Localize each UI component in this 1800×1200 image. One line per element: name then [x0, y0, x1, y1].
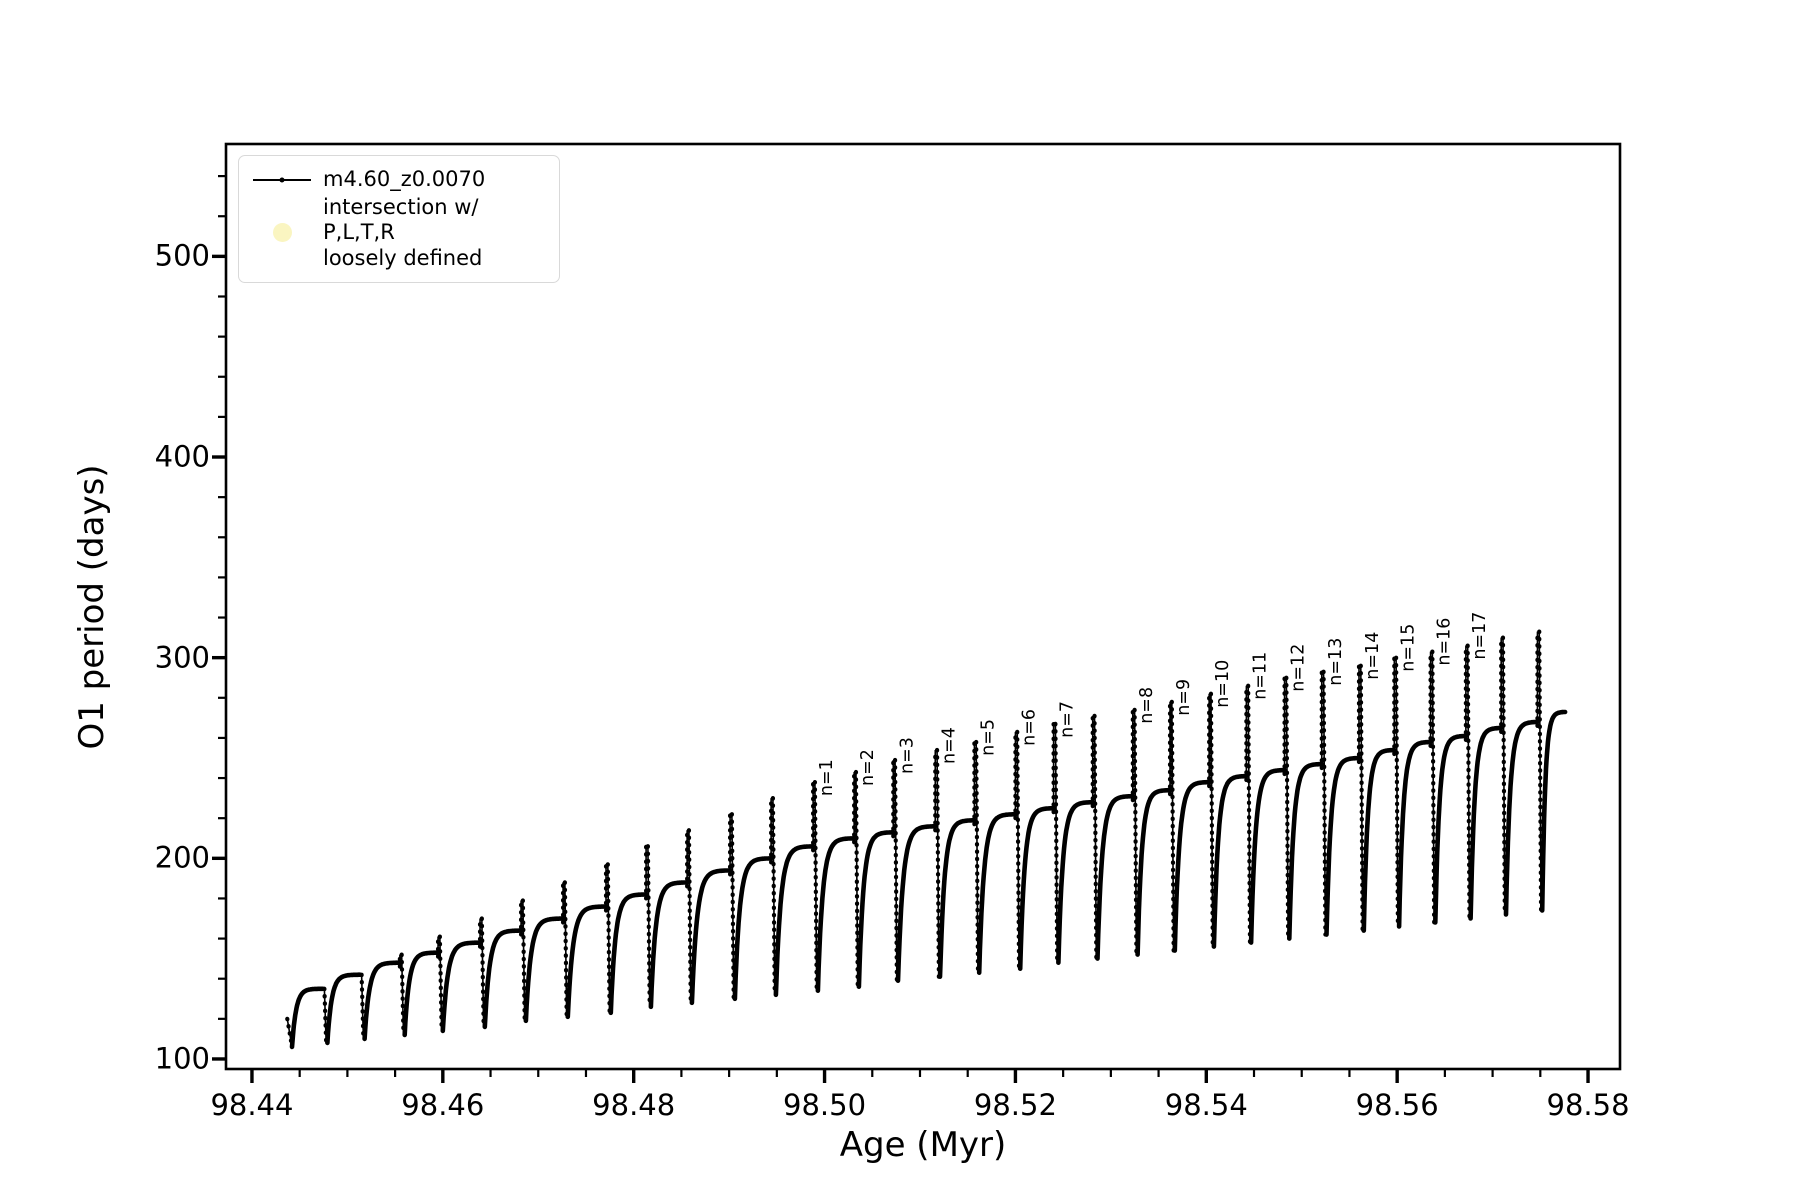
annotation-n-11: n=11: [1250, 652, 1270, 700]
y-tick-label: 200: [154, 840, 210, 875]
plunge-markers: [520, 898, 527, 1023]
plunge-line: [936, 749, 940, 977]
series-m4.60_z0.0070: [285, 629, 1568, 1050]
legend-entry-intersection: intersection w/ P,L,T,R loosely defined: [251, 195, 545, 271]
plunge-markers: [1015, 729, 1022, 971]
plunge-line: [772, 798, 776, 995]
axes-spines: [224, 142, 1622, 1071]
annotation-n-3: n=3: [897, 737, 917, 774]
plunge-markers: [892, 757, 899, 983]
plunge-markers: [934, 747, 941, 979]
annotation-n-12: n=12: [1289, 644, 1309, 692]
plunge-markers: [729, 812, 736, 1001]
plunge-markers: [1465, 643, 1472, 921]
x-tick-label: 98.44: [210, 1088, 294, 1122]
plunge-markers: [605, 862, 612, 1015]
plunge-markers: [1208, 691, 1215, 949]
plunge-markers: [645, 844, 652, 1009]
annotation-n-4: n=4: [939, 727, 959, 764]
annotation-n-9: n=9: [1174, 679, 1194, 716]
plunge-markers: [686, 828, 693, 1005]
plunge-markers: [1321, 669, 1328, 937]
annotation-n-13: n=13: [1326, 638, 1346, 686]
plunge-markers: [562, 880, 569, 1019]
plunge-line: [481, 918, 485, 1027]
plunge-markers: [974, 739, 981, 975]
axis-ticks: [212, 175, 1590, 1083]
annotation-n-2: n=2: [858, 749, 878, 786]
plunge-markers: [1132, 707, 1139, 957]
plunge-markers: [812, 779, 819, 993]
y-tick-label: 500: [154, 238, 210, 273]
y-tick-label: 100: [154, 1041, 210, 1076]
yellow-circle-marker-icon: [251, 223, 313, 243]
x-tick-label: 98.50: [783, 1088, 867, 1122]
annotation-n-8: n=8: [1137, 687, 1157, 724]
plunge-line: [1431, 651, 1435, 923]
y-tick-label: 400: [154, 439, 210, 474]
x-axis-label: Age (Myr): [839, 1125, 1007, 1165]
plunge-markers: [1430, 649, 1437, 925]
annotation-n-17: n=17: [1470, 612, 1490, 660]
plunge-markers: [1169, 699, 1176, 953]
x-tick-label: 98.46: [401, 1088, 485, 1122]
x-tick-label: 98.56: [1355, 1088, 1439, 1122]
y-axis-label: O1 period (days): [72, 463, 112, 750]
series-curve: [289, 709, 1568, 1050]
annotation-n-16: n=16: [1435, 618, 1455, 666]
legend-entry-series: m4.60_z0.0070: [251, 167, 545, 192]
annotation-n-15: n=15: [1398, 624, 1418, 672]
line-dot-marker-icon: [251, 177, 313, 183]
annotation-n-1: n=1: [817, 759, 837, 796]
plunge-markers: [1284, 675, 1291, 941]
annotation-n-5: n=5: [978, 719, 998, 756]
plunge-markers: [1358, 663, 1365, 933]
annotation-n-14: n=14: [1363, 632, 1383, 680]
legend: m4.60_z0.0070 intersection w/ P,L,T,R lo…: [238, 155, 560, 283]
x-tick-label: 98.48: [592, 1088, 676, 1122]
plunge-markers: [1053, 721, 1060, 965]
plunge-markers: [1500, 635, 1507, 917]
y-tick-label: 300: [154, 640, 210, 675]
annotation-n-10: n=10: [1213, 660, 1233, 708]
x-tick-label: 98.54: [1164, 1088, 1248, 1122]
plot-frame: [224, 142, 1622, 1071]
annotation-n-6: n=6: [1019, 709, 1039, 746]
plunge-markers: [1537, 629, 1544, 913]
n-annotations: n=1 n=2 n=3 n=4 n=5 n=6 n=7 n=8 n=9 n=10 n=11 n=12 n…: [817, 612, 1490, 797]
plunge-markers: [1246, 683, 1253, 945]
plunge-markers: [1393, 655, 1400, 929]
legend-label-intersection: intersection w/ P,L,T,R loosely defined: [323, 195, 483, 270]
x-tick-label: 98.58: [1546, 1088, 1630, 1122]
plunge-markers: [1092, 713, 1099, 961]
annotation-n-7: n=7: [1058, 701, 1078, 738]
x-tick-label: 98.52: [973, 1088, 1057, 1122]
legend-label-series: m4.60_z0.0070: [323, 167, 486, 191]
plunge-markers: [853, 769, 860, 989]
